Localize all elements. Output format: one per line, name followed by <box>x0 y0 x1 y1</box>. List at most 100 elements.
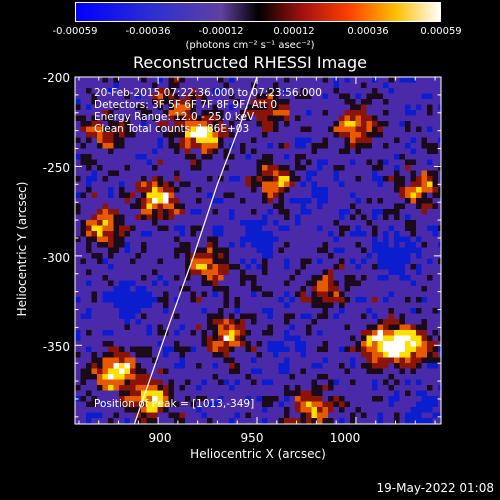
heatmap-cell <box>306 148 312 155</box>
heatmap-cell <box>190 247 197 254</box>
heatmap-cell <box>124 335 131 342</box>
heatmap-cell <box>102 253 109 259</box>
heatmap-cell <box>405 137 411 144</box>
heatmap-cell <box>278 401 285 408</box>
heatmap-cell <box>251 297 257 303</box>
heatmap-cell <box>245 110 252 116</box>
heatmap-cell <box>427 363 433 369</box>
heatmap-cell <box>179 346 186 353</box>
heatmap-cell <box>218 115 224 122</box>
heatmap-cell <box>361 335 367 342</box>
heatmap-cell <box>152 275 158 281</box>
heatmap-cell <box>317 137 323 144</box>
heatmap-cell <box>152 181 158 188</box>
heatmap-cell <box>267 121 274 127</box>
heatmap-cell <box>113 330 120 336</box>
heatmap-cell <box>311 401 318 408</box>
heatmap-cell <box>438 143 441 149</box>
heatmap-cell <box>355 363 362 369</box>
heatmap-cell <box>317 275 323 281</box>
heatmap-cell <box>328 137 334 144</box>
heatmap-cell <box>245 231 252 237</box>
heatmap-cell <box>388 165 395 171</box>
heatmap-cell <box>218 187 224 193</box>
heatmap-cell <box>185 253 191 259</box>
heatmap-cell <box>317 418 323 424</box>
heatmap-cell <box>223 198 230 204</box>
heatmap-cell <box>438 374 441 380</box>
heatmap-cell <box>416 280 422 287</box>
heatmap-cell <box>388 390 395 397</box>
heatmap-cell <box>97 291 103 298</box>
heatmap-cell <box>119 88 125 94</box>
heatmap-cell <box>218 176 224 182</box>
heatmap-cell <box>388 330 395 336</box>
axis-ticks <box>75 76 441 424</box>
heatmap-cell <box>361 214 367 221</box>
heatmap-cell <box>322 264 329 270</box>
heatmap-cell <box>438 352 441 358</box>
heatmap-cell <box>234 115 241 122</box>
heatmap-cell <box>350 220 356 226</box>
heatmap-cell <box>201 187 208 193</box>
heatmap-cell <box>190 242 197 248</box>
heatmap-cell <box>416 319 422 325</box>
heatmap-cell <box>163 198 169 204</box>
heatmap-cell <box>355 379 362 386</box>
heatmap-cell <box>333 341 340 347</box>
heatmap-cell <box>119 335 125 342</box>
heatmap-cell <box>339 220 345 226</box>
heatmap-cell <box>86 379 92 386</box>
heatmap-cell <box>284 121 290 127</box>
heatmap-cell <box>300 115 307 122</box>
heatmap-cell <box>355 313 362 320</box>
heatmap-cell <box>432 308 439 314</box>
heatmap-cell <box>218 324 224 331</box>
heatmap-cell <box>190 357 197 364</box>
heatmap-cell <box>361 209 367 215</box>
heatmap-cell <box>207 341 213 347</box>
heatmap-cell <box>267 313 274 320</box>
heatmap-cell <box>377 264 384 270</box>
heatmap-cell <box>416 418 422 424</box>
heatmap-cell <box>383 181 389 188</box>
heatmap-cell <box>284 77 290 83</box>
heatmap-cell <box>410 335 417 342</box>
heatmap-cell <box>300 352 307 358</box>
heatmap-cell <box>201 291 208 298</box>
heatmap-cell <box>405 297 411 303</box>
heatmap-cell <box>135 302 142 309</box>
heatmap-cell <box>262 170 268 177</box>
heatmap-cell <box>317 126 323 133</box>
heatmap-cell <box>300 187 307 193</box>
heatmap-cell <box>130 319 136 325</box>
heatmap-cell <box>295 225 301 232</box>
heatmap-cell <box>86 374 92 380</box>
heatmap-cell <box>223 319 230 325</box>
heatmap-cell <box>273 385 279 391</box>
heatmap-cell <box>383 264 389 270</box>
heatmap-cell <box>240 126 246 133</box>
heatmap-cell <box>322 253 329 259</box>
heatmap-cell <box>388 159 395 166</box>
heatmap-cell <box>135 374 142 380</box>
heatmap-cell <box>174 236 180 243</box>
heatmap-cell <box>201 77 208 83</box>
heatmap-cell <box>383 121 389 127</box>
heatmap-cell <box>185 203 191 210</box>
heatmap-cell <box>361 368 367 375</box>
heatmap-cell <box>207 99 213 105</box>
heatmap-cell <box>267 110 274 116</box>
heatmap-cell <box>135 93 142 100</box>
heatmap-cell <box>251 280 257 287</box>
heatmap-cell <box>91 357 98 364</box>
colorbar-gradient <box>76 3 440 21</box>
heatmap-cell <box>113 258 120 265</box>
heatmap-cell <box>163 374 169 380</box>
heatmap-cell <box>168 203 175 210</box>
heatmap-cell <box>174 104 180 111</box>
heatmap-cell <box>394 363 400 369</box>
heatmap-cell <box>223 121 230 127</box>
heatmap-cell <box>410 236 417 243</box>
heatmap-cell <box>168 324 175 331</box>
